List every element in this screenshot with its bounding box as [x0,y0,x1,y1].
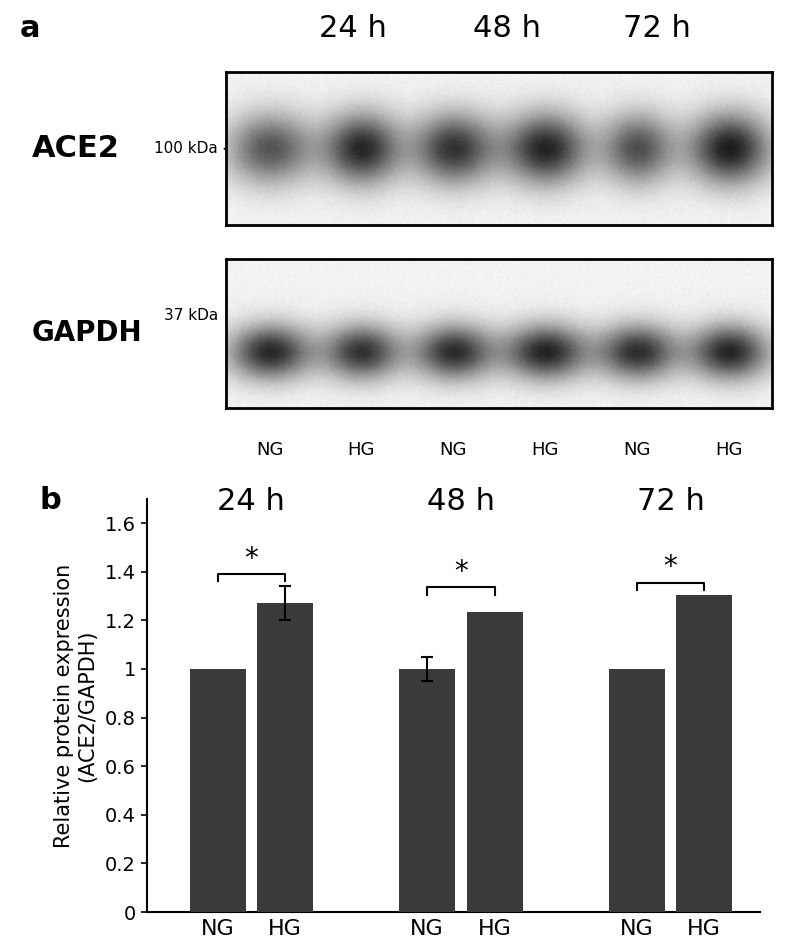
Text: ACE2: ACE2 [32,134,120,163]
Bar [676,595,733,912]
Bar [189,669,246,912]
Bar [257,603,313,912]
Text: a: a [20,14,40,44]
Text: *: * [454,559,468,586]
Text: NG: NG [623,442,650,460]
Text: NG: NG [256,442,283,460]
Text: *: * [664,554,677,581]
Bar [399,669,455,912]
Text: 72 h: 72 h [623,14,691,44]
Text: 24 h: 24 h [217,486,285,516]
Text: 37 kDa: 37 kDa [164,308,218,323]
Text: *: * [245,545,258,573]
Text: 48 h: 48 h [473,14,541,44]
Text: 24 h: 24 h [318,14,386,44]
Text: 72 h: 72 h [637,486,704,516]
Text: HG: HG [715,442,742,460]
Bar [466,612,523,912]
Bar [609,669,664,912]
Text: NG: NG [440,442,466,460]
Text: 48 h: 48 h [427,486,495,516]
Text: GAPDH: GAPDH [32,319,143,348]
Text: HG: HG [348,442,375,460]
Text: b: b [39,486,61,515]
Y-axis label: Relative protein expression
(ACE2/GAPDH): Relative protein expression (ACE2/GAPDH) [54,563,97,847]
Text: 100 kDa: 100 kDa [154,142,218,156]
Text: HG: HG [531,442,558,460]
